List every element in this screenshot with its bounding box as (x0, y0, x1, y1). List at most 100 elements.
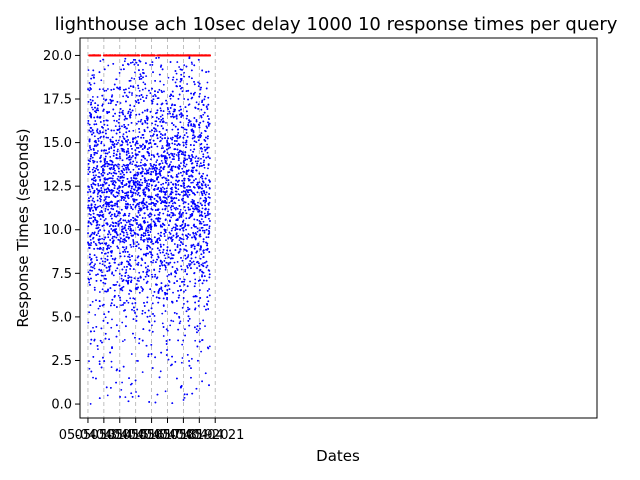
data-point (118, 131, 121, 134)
data-point (139, 120, 142, 123)
data-point (149, 110, 152, 113)
data-point (100, 195, 102, 198)
data-point (90, 266, 93, 268)
data-point (89, 145, 91, 147)
data-point (146, 122, 149, 125)
data-point (127, 168, 130, 171)
data-point (102, 98, 105, 100)
data-point (90, 258, 93, 260)
data-point (125, 269, 128, 271)
data-point (142, 72, 145, 75)
data-point (125, 166, 127, 169)
data-point (175, 312, 178, 315)
data-point (138, 69, 140, 72)
data-point (134, 218, 137, 221)
data-point (139, 73, 142, 76)
data-point (200, 142, 203, 145)
data-point (160, 154, 163, 157)
data-point (164, 177, 167, 180)
data-point (108, 205, 110, 208)
data-point (202, 319, 205, 322)
data-point (179, 386, 182, 389)
data-point (96, 143, 99, 146)
data-point (123, 212, 126, 215)
data-point (93, 267, 96, 270)
data-point (125, 183, 128, 185)
data-point (145, 229, 148, 231)
data-point (156, 137, 159, 140)
data-point (123, 123, 126, 126)
data-point (149, 212, 152, 215)
data-point (93, 135, 96, 138)
data-point (132, 85, 135, 88)
data-point (102, 203, 105, 206)
data-point (112, 88, 115, 91)
data-point (89, 304, 92, 307)
data-point (202, 279, 205, 282)
data-point (104, 202, 107, 205)
data-point (89, 330, 92, 333)
data-point (143, 203, 146, 206)
data-point (142, 164, 145, 166)
data-point (111, 94, 114, 97)
data-point (102, 58, 105, 61)
data-point (201, 270, 203, 273)
data-point (165, 252, 168, 255)
data-point (197, 304, 200, 307)
data-point (187, 89, 190, 92)
data-point (200, 86, 202, 89)
data-point (128, 276, 131, 278)
data-point (171, 113, 174, 116)
data-point (190, 226, 193, 229)
data-point (180, 385, 183, 387)
data-point (117, 141, 119, 144)
data-point (165, 160, 167, 163)
data-point (201, 69, 204, 72)
data-point (186, 83, 189, 85)
data-point (197, 136, 200, 138)
data-point (118, 330, 120, 332)
data-point (174, 166, 177, 168)
data-point (88, 89, 91, 92)
data-point (185, 163, 188, 166)
data-point (105, 195, 108, 198)
data-point (159, 120, 162, 123)
data-point (147, 214, 150, 217)
data-point (126, 117, 128, 120)
data-point (143, 129, 146, 131)
data-point (179, 68, 182, 71)
data-point (94, 120, 97, 122)
data-point (123, 199, 125, 201)
data-point (116, 100, 119, 103)
data-point (119, 299, 122, 302)
data-point (201, 177, 204, 180)
data-point (95, 274, 98, 276)
data-point (100, 269, 103, 272)
data-point (141, 88, 144, 91)
data-point (108, 172, 111, 174)
data-point (151, 61, 154, 64)
data-point (128, 377, 130, 380)
data-point (182, 141, 185, 144)
data-point (142, 76, 144, 79)
data-point (118, 272, 121, 275)
data-point (107, 136, 109, 139)
data-point (91, 261, 93, 264)
data-point (132, 129, 135, 132)
data-point (190, 123, 193, 126)
data-point (136, 140, 138, 143)
data-point (147, 234, 150, 237)
data-point (164, 155, 166, 157)
data-point (153, 223, 156, 226)
data-point (197, 187, 200, 190)
data-point (105, 242, 108, 245)
data-point (151, 302, 154, 305)
data-point (161, 225, 164, 228)
data-point (161, 137, 164, 140)
data-point (115, 154, 118, 156)
data-point (157, 91, 159, 94)
data-point (171, 152, 174, 155)
data-point (121, 381, 124, 384)
data-point (205, 241, 207, 244)
data-point (100, 79, 103, 82)
